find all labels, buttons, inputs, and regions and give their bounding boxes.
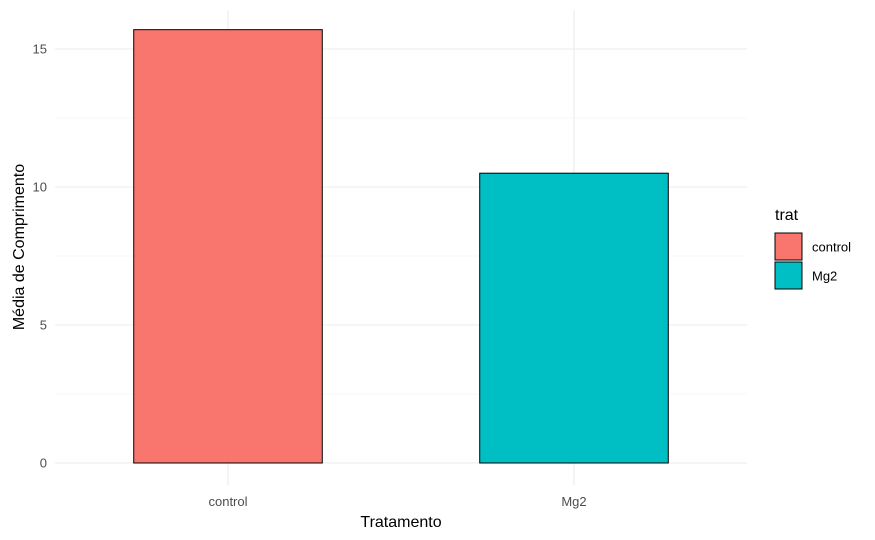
legend-key-mg2 bbox=[774, 261, 803, 290]
bar-mg2 bbox=[479, 172, 669, 464]
legend: trat control Mg2 bbox=[774, 207, 851, 290]
y-tick-label: 10 bbox=[33, 180, 47, 195]
y-axis-ticks: 0 5 10 15 bbox=[33, 42, 47, 471]
x-axis-title: Tratamento bbox=[360, 514, 441, 531]
y-tick-label: 5 bbox=[40, 318, 47, 333]
x-tick-label: Mg2 bbox=[561, 494, 586, 509]
y-tick-label: 0 bbox=[40, 456, 47, 471]
y-tick-label: 15 bbox=[33, 42, 47, 57]
legend-label: Mg2 bbox=[812, 269, 837, 284]
bars bbox=[133, 29, 669, 464]
bar-control bbox=[133, 29, 323, 464]
x-tick-label: control bbox=[208, 494, 247, 509]
x-axis-ticks: control Mg2 bbox=[208, 494, 586, 509]
legend-title: trat bbox=[775, 207, 799, 224]
y-axis-title: Média de Comprimento bbox=[11, 164, 28, 330]
legend-key-control bbox=[774, 232, 803, 261]
legend-label: control bbox=[812, 240, 851, 255]
